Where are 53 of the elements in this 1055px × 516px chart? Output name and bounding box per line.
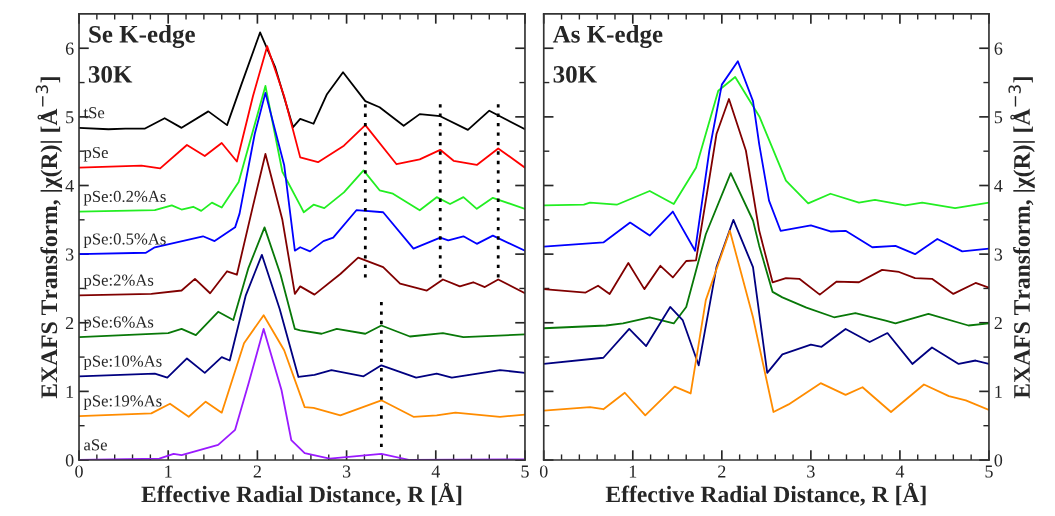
y-tick-label: 4 (65, 179, 74, 192)
y2-tick-label: 3 (994, 248, 1003, 261)
x-tick-label: 0 (75, 465, 83, 478)
series-label: pSe (83, 146, 108, 162)
x-tick-label: 3 (807, 465, 815, 478)
y2-tick-label: 5 (994, 111, 1003, 124)
chart-title: As K-edge (552, 25, 663, 48)
y2-tick-label: 6 (994, 42, 1003, 55)
y-tick-label: 6 (65, 42, 74, 55)
x-tick-label: 1 (165, 465, 172, 478)
y-tick-label: 2 (65, 317, 74, 330)
series-label: pSe:2%As (83, 274, 154, 290)
x-tick-label: 5 (985, 465, 993, 478)
y-tick-label: 3 (65, 248, 74, 261)
x-tick-label: 2 (718, 465, 726, 478)
x-tick-label: 3 (342, 465, 351, 478)
y-tick-label: 1 (66, 385, 74, 398)
series-label: pSe:0.5%As (83, 233, 166, 248)
text: 30K (553, 65, 597, 83)
y-tick-label: 0 (65, 454, 74, 467)
x-tick-label: 1 (629, 465, 637, 478)
line-series (79, 253, 525, 379)
series-label: aSe (84, 439, 107, 451)
line-series (79, 314, 525, 418)
y2-axis-title: EXAFS Transform, |χ(R)| [Å$^{−3}$] (1008, 77, 1035, 399)
x-tick-label: 4 (431, 465, 441, 478)
line-series (79, 226, 525, 339)
x-axis-title: Effective Radial Distance, R [Å] (605, 482, 926, 506)
line-series (543, 60, 989, 256)
line-series (79, 91, 525, 256)
x-tick-label: 2 (253, 465, 261, 478)
x-tick-label: 4 (895, 465, 905, 478)
line-series (79, 85, 525, 214)
chart-title: Se K-edge (89, 25, 195, 48)
text: 30K (88, 65, 133, 83)
series-label: pSe:19%As (83, 395, 162, 410)
series-label: pSe:10%As (83, 355, 162, 371)
series-label: pSe:0.2%As (83, 190, 166, 206)
y2-tick-label: 0 (994, 454, 1003, 467)
y2-tick-label: 2 (994, 317, 1002, 330)
x-tick-label: 5 (521, 465, 529, 478)
line-series (543, 218, 989, 374)
y-axis-title: EXAFS Transform, |χ(R)| [Å$^{−3}$] (35, 77, 63, 399)
series-label: tSe (83, 107, 105, 119)
series-label: pSe:6%As (83, 316, 154, 331)
line-series (543, 98, 989, 296)
line-series (543, 172, 989, 330)
x-axis-title: Effective Radial Distance, R [Å] (141, 482, 462, 506)
x-tick-label: 0 (539, 465, 548, 478)
line-series (543, 229, 989, 417)
y2-tick-label: 1 (995, 385, 1002, 398)
y-tick-label: 5 (66, 111, 74, 124)
y2-tick-label: 4 (994, 179, 1003, 192)
